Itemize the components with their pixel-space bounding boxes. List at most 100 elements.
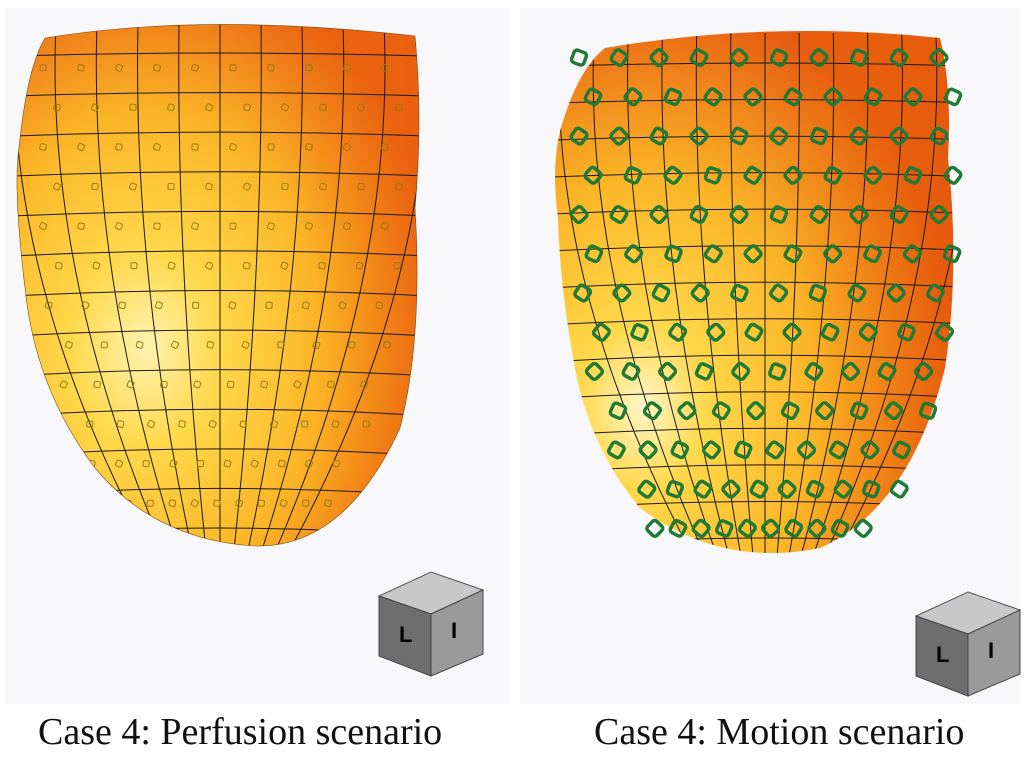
marker (591, 322, 612, 342)
marker (342, 142, 352, 151)
marker (241, 340, 250, 349)
marker (612, 283, 632, 303)
marker (281, 182, 289, 191)
marker (942, 244, 962, 264)
marker (383, 341, 391, 349)
marker (160, 380, 168, 389)
marker (849, 48, 869, 67)
marker (746, 401, 766, 421)
marker (573, 283, 593, 303)
marker (395, 182, 403, 191)
marker (733, 440, 753, 460)
marker (115, 143, 123, 151)
marker (849, 401, 869, 420)
marker (319, 182, 327, 191)
marker (257, 499, 265, 507)
marker (902, 244, 922, 264)
marker (338, 301, 347, 310)
marker (889, 126, 909, 146)
marker (689, 205, 709, 224)
marker (305, 64, 313, 72)
marker (777, 479, 797, 499)
marker (229, 64, 237, 72)
marker (223, 459, 232, 468)
marker (279, 499, 288, 508)
marker (39, 143, 47, 151)
marker (689, 48, 709, 68)
marker (360, 380, 369, 389)
marker (925, 283, 945, 303)
marker (205, 261, 214, 270)
marker (118, 301, 126, 309)
marker (860, 440, 880, 460)
marker (889, 479, 909, 499)
marker (765, 440, 785, 460)
marker (853, 518, 873, 538)
marker (929, 48, 949, 68)
marker (242, 182, 252, 191)
marker (897, 322, 916, 342)
marker (623, 87, 643, 107)
marker (55, 262, 63, 270)
marker (91, 182, 99, 191)
marker (805, 479, 825, 499)
marker (877, 362, 897, 381)
marker (721, 479, 741, 499)
marker (44, 301, 53, 310)
marker (768, 362, 787, 381)
marker (796, 440, 817, 460)
marker (59, 380, 68, 389)
marker (318, 262, 326, 270)
marker (569, 126, 589, 146)
marker (270, 420, 279, 428)
orientation-cube-left: L I (377, 571, 485, 677)
marker (169, 459, 178, 468)
marker (235, 499, 244, 508)
marker (929, 126, 949, 146)
marker (693, 479, 713, 499)
marker (343, 222, 351, 230)
marker (668, 519, 688, 538)
marker (192, 301, 200, 309)
marker (780, 401, 800, 421)
marker (783, 165, 803, 185)
marker (584, 244, 604, 264)
marker (642, 401, 662, 421)
marker (92, 261, 101, 270)
marker (783, 87, 803, 107)
marker (193, 380, 202, 389)
marker (809, 204, 829, 225)
marker (783, 244, 803, 264)
marker (665, 479, 684, 499)
marker (657, 361, 678, 382)
marker (355, 261, 364, 270)
motion-caption: Case 4: Motion scenario (594, 711, 965, 753)
marker (663, 87, 683, 107)
marker (784, 518, 804, 538)
motion-heart-surface (555, 30, 963, 553)
marker (167, 261, 176, 270)
marker (324, 499, 332, 508)
marker (267, 63, 275, 72)
marker (167, 103, 175, 112)
perfusion-caption: Case 4: Perfusion scenario (38, 711, 443, 753)
marker (280, 261, 289, 270)
marker (277, 341, 285, 349)
marker (935, 322, 955, 342)
marker (243, 103, 251, 112)
marker (196, 460, 204, 468)
marker (609, 48, 629, 68)
marker (204, 103, 214, 112)
orientation-cube-right: L I (914, 591, 1022, 697)
marker (913, 361, 934, 382)
marker (903, 87, 923, 107)
marker (849, 204, 869, 225)
marker (918, 401, 938, 420)
marker (357, 182, 365, 191)
perfusion-heart-surface (16, 24, 420, 547)
marker (281, 103, 289, 112)
marker (584, 361, 605, 382)
cube-left-face-label: L (399, 622, 412, 647)
marker (929, 204, 949, 225)
cube-right-face-label: I (988, 638, 994, 663)
